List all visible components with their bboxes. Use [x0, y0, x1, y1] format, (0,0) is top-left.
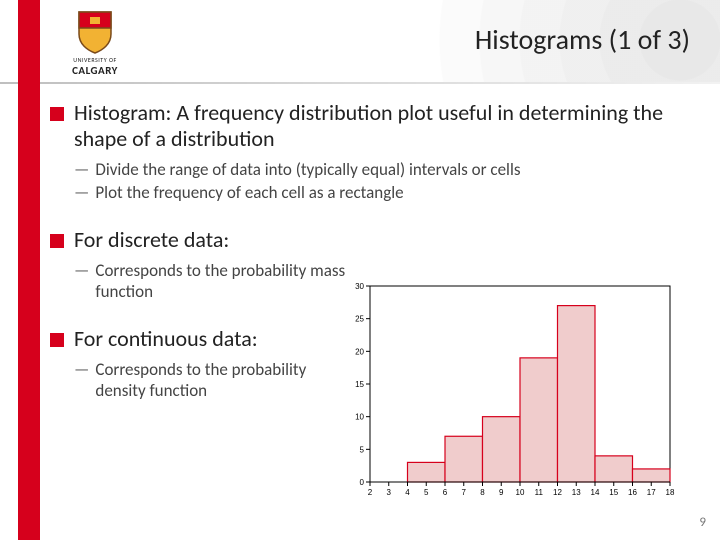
svg-text:12: 12	[553, 488, 562, 497]
histogram-svg: 0 5 10 15 20 25 30 2 3 4 5 6 7 8 9 10 11 12 13 14 15 16 17 18	[340, 280, 690, 510]
svg-text:4: 4	[405, 488, 410, 497]
bullet-square-icon	[50, 333, 64, 347]
bullet-3-text: For continuous data:	[74, 326, 258, 352]
svg-text:10: 10	[355, 413, 364, 422]
slide-number: 9	[699, 515, 706, 530]
svg-text:14: 14	[591, 488, 600, 497]
svg-text:18: 18	[666, 488, 675, 497]
svg-text:11: 11	[535, 488, 544, 497]
svg-text:5: 5	[360, 445, 365, 454]
bullet-square-icon	[50, 107, 64, 121]
logo-text-name: CALGARY	[50, 64, 140, 77]
svg-text:15: 15	[609, 488, 618, 497]
bullet-3-sub-1-text: Corresponds to the probability density f…	[95, 359, 350, 402]
svg-text:25: 25	[355, 315, 364, 324]
svg-text:5: 5	[424, 488, 429, 497]
svg-text:10: 10	[516, 488, 525, 497]
slide-title: Histograms (1 of 3)	[475, 22, 690, 57]
dash-icon: —	[74, 159, 89, 180]
svg-text:30: 30	[355, 282, 364, 291]
bullet-1-sub-1: — Divide the range of data into (typical…	[74, 159, 690, 180]
svg-text:9: 9	[499, 488, 504, 497]
header-rule	[0, 82, 720, 84]
bullet-1-sub-2: — Plot the frequency of each cell as a r…	[74, 182, 690, 203]
svg-text:6: 6	[443, 488, 448, 497]
bullet-2: For discrete data:	[50, 227, 350, 253]
dash-icon: —	[74, 182, 89, 203]
bullet-1-text: Histogram: A frequency distribution plot…	[74, 100, 690, 153]
bullet-2-sub-1: — Corresponds to the probability mass fu…	[74, 260, 350, 303]
svg-text:16: 16	[628, 488, 637, 497]
bullet-1-sub-1-text: Divide the range of data into (typically…	[95, 159, 520, 180]
svg-text:7: 7	[462, 488, 467, 497]
dash-icon: —	[74, 260, 89, 303]
logo-wordmark: UNIVERSITY OF CALGARY	[50, 56, 140, 77]
bullet-2-text: For discrete data:	[74, 227, 229, 253]
dash-icon: —	[74, 359, 89, 402]
svg-text:0: 0	[360, 478, 365, 487]
bullet-square-icon	[50, 234, 64, 248]
histogram-chart: 0 5 10 15 20 25 30 2 3 4 5 6 7 8 9 10 11 12 13 14 15 16 17 18	[340, 280, 690, 510]
svg-text:3: 3	[387, 488, 392, 497]
svg-text:13: 13	[572, 488, 581, 497]
bullet-3: For continuous data:	[50, 326, 350, 352]
svg-text:2: 2	[368, 488, 373, 497]
svg-text:17: 17	[647, 488, 656, 497]
shield-icon	[77, 10, 113, 54]
svg-text:8: 8	[480, 488, 485, 497]
red-stripe	[18, 0, 40, 540]
svg-text:15: 15	[355, 380, 364, 389]
bullet-1: Histogram: A frequency distribution plot…	[50, 100, 690, 153]
logo-text-top: UNIVERSITY OF	[50, 56, 140, 64]
svg-text:20: 20	[355, 347, 364, 356]
bullet-1-sub-2-text: Plot the frequency of each cell as a rec…	[95, 182, 403, 203]
bullet-2-sub-1-text: Corresponds to the probability mass func…	[95, 260, 350, 303]
university-logo: UNIVERSITY OF CALGARY	[50, 10, 140, 77]
bullet-3-sub-1: — Corresponds to the probability density…	[74, 359, 350, 402]
